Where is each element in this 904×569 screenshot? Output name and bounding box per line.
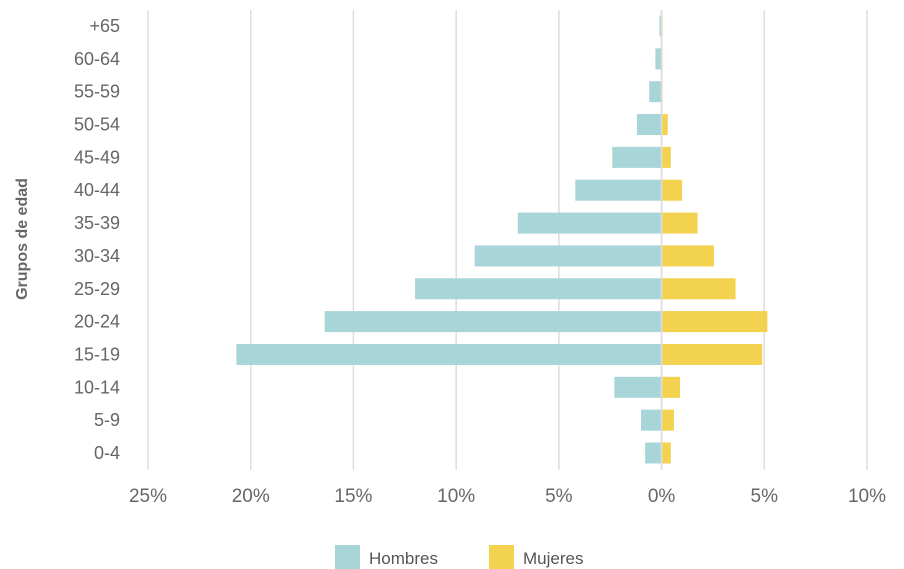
bar-mujeres-35-39 — [661, 212, 698, 234]
x-tick-label: 10% — [437, 486, 475, 507]
bar-mujeres-5-9 — [661, 409, 674, 431]
bar-mujeres-25-29 — [661, 278, 736, 300]
bar-mujeres-45-49 — [661, 146, 671, 168]
category-label: 30-34 — [74, 246, 120, 266]
x-tick-label: 25% — [129, 486, 167, 507]
x-tick-label: 20% — [232, 486, 270, 507]
x-tick-label: 15% — [334, 486, 372, 507]
bar-mujeres-15-19 — [661, 343, 763, 365]
bar-hombres-5-9 — [641, 409, 662, 431]
bar-mujeres-10-14 — [661, 376, 681, 398]
bar-hombres-60-64 — [655, 48, 662, 70]
bar-mujeres-30-34 — [661, 245, 714, 267]
bar-hombres-25-29 — [415, 278, 662, 300]
category-label: 50-54 — [74, 115, 120, 135]
bar-mujeres-50-54 — [661, 114, 668, 136]
bar-hombres-15-19 — [236, 343, 662, 365]
bar-hombres-0-4 — [645, 442, 662, 464]
bar-hombres-55-59 — [649, 81, 662, 103]
legend-label-hombres: Hombres — [369, 549, 438, 568]
category-label: +65 — [89, 16, 120, 36]
bar-hombres-30-34 — [474, 245, 662, 267]
bar-mujeres-0-4 — [661, 442, 671, 464]
x-tick-label: 10% — [848, 486, 886, 507]
category-label: 25-29 — [74, 279, 120, 299]
bar-hombres-+65 — [659, 15, 662, 37]
legend-swatch-mujeres — [489, 545, 514, 569]
category-label: 20-24 — [74, 312, 120, 332]
bar-hombres-20-24 — [324, 311, 662, 333]
category-label: 40-44 — [74, 180, 120, 200]
category-label: 5-9 — [94, 410, 120, 430]
bar-hombres-45-49 — [612, 146, 662, 168]
category-label: 45-49 — [74, 147, 120, 167]
legend-swatch-hombres — [335, 545, 360, 569]
bar-mujeres-20-24 — [661, 311, 768, 333]
category-label: 60-64 — [74, 49, 120, 69]
bar-mujeres-40-44 — [661, 179, 683, 201]
y-axis-title: Grupos de edad — [14, 178, 31, 300]
x-tick-label: 5% — [751, 486, 779, 507]
category-label: 35-39 — [74, 213, 120, 233]
gridlines — [147, 10, 868, 470]
category-labels: +65 60-64 55-59 50-54 45-49 40-44 35-39 30-34 25… — [74, 16, 120, 463]
legend-label-mujeres: Mujeres — [523, 549, 583, 568]
bar-hombres-35-39 — [517, 212, 662, 234]
bar-hombres-40-44 — [575, 179, 662, 201]
x-axis-tick-labels: 25% 20% 15% 10% 5% 0% 5% 10% — [129, 486, 886, 507]
category-label: 10-14 — [74, 377, 120, 397]
x-tick-label: 5% — [545, 486, 573, 507]
legend: Hombres Mujeres — [335, 545, 583, 569]
category-label: 55-59 — [74, 82, 120, 102]
x-tick-label: 0% — [648, 486, 676, 507]
bar-hombres-50-54 — [636, 114, 662, 136]
category-label: 0-4 — [94, 443, 120, 463]
bars — [236, 15, 768, 464]
bar-hombres-10-14 — [614, 376, 662, 398]
category-label: 15-19 — [74, 344, 120, 364]
